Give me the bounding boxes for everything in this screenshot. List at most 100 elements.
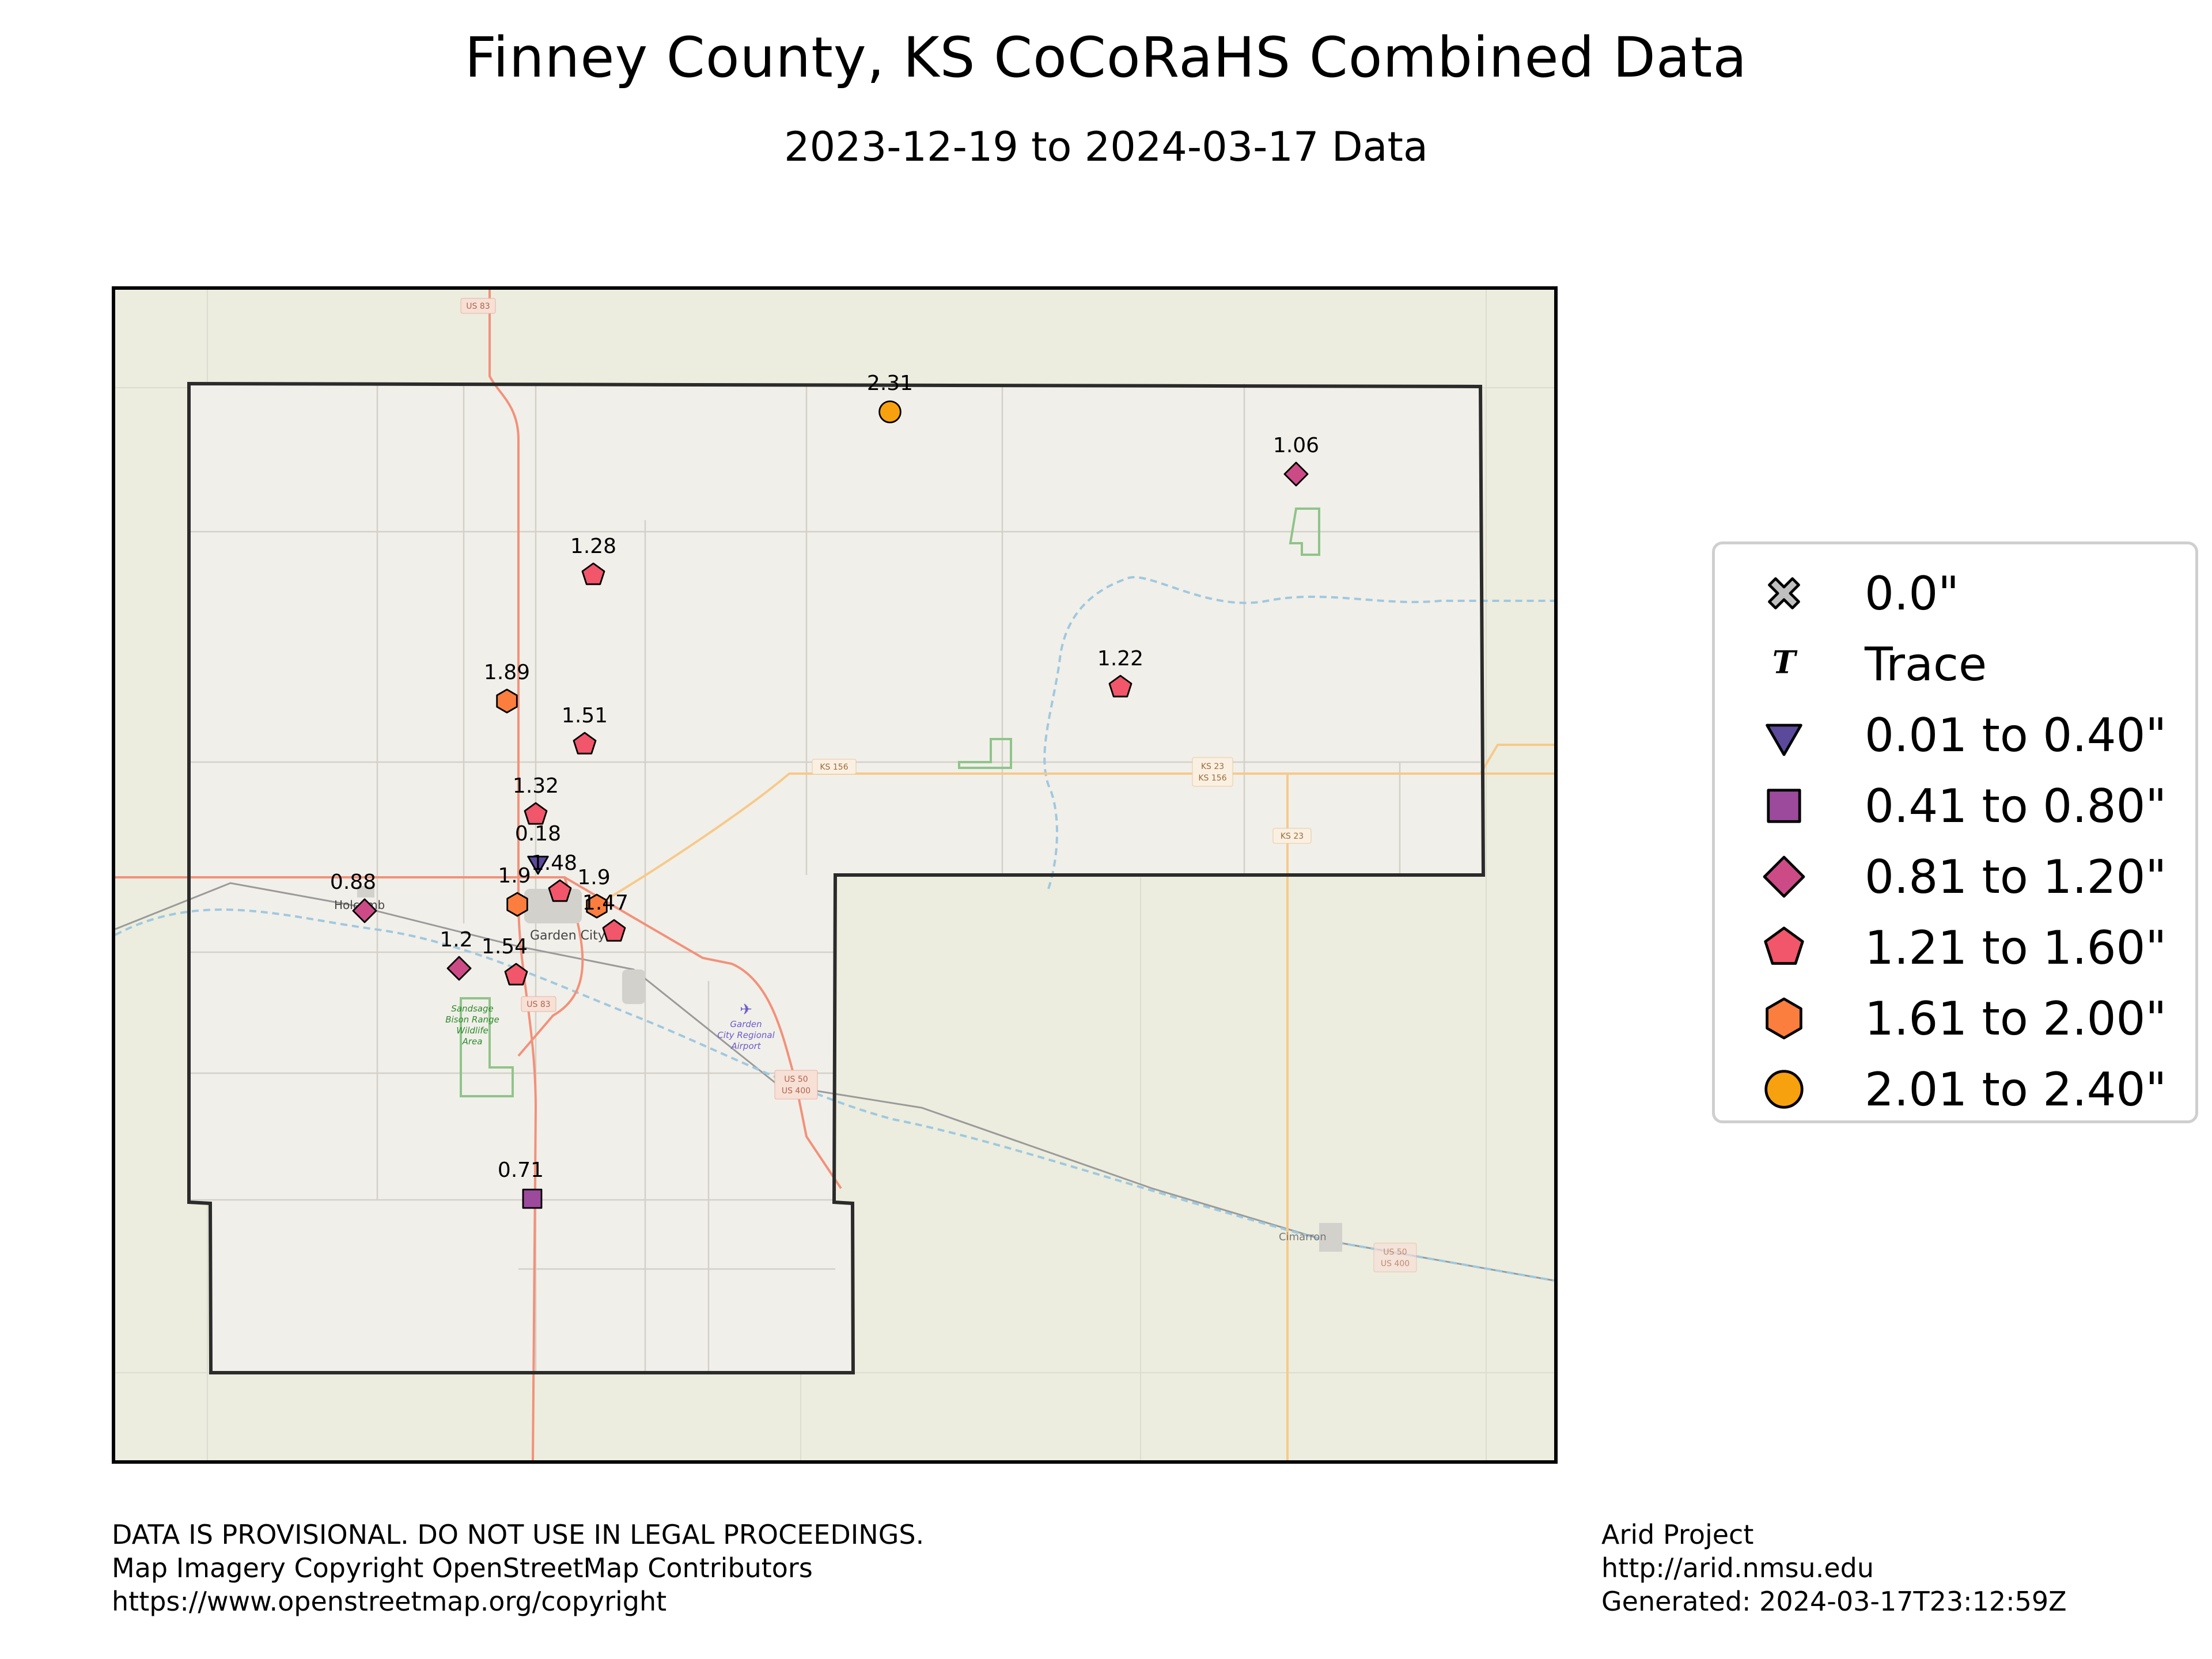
- svg-text:KS 23: KS 23: [1281, 832, 1304, 841]
- legend-item: T Trace: [1715, 627, 2195, 698]
- station-marker-hexagon[interactable]: [506, 892, 528, 917]
- station-value-label: 1.51: [562, 704, 608, 728]
- station-value-label: 2.31: [867, 372, 913, 395]
- svg-text:Sandsage: Sandsage: [451, 1003, 494, 1014]
- station-1[interactable]: 1.06: [1273, 434, 1319, 487]
- county-area: [189, 384, 1483, 1373]
- county-boundary: [187, 381, 1486, 1374]
- legend: 0.0" T Trace 0.01 to 0.40" 0.41 to 0.80" 0.81…: [1712, 541, 2198, 1123]
- highway-shields: US 83 KS 156 KS 23 KS 156 KS 23 US 83 US…: [460, 298, 1417, 1272]
- airport-icon: ✈: [740, 1001, 752, 1018]
- svg-text:US 83: US 83: [527, 1000, 550, 1009]
- copyright-link[interactable]: https://www.openstreetmap.org/copyright: [112, 1586, 667, 1617]
- legend-label: 0.81 to 1.20": [1865, 850, 2167, 904]
- station-8[interactable]: 1.48: [531, 851, 577, 902]
- generated-timestamp: Generated: 2024-03-17T23:12:59Z: [1601, 1586, 2067, 1617]
- legend-label: 0.01 to 0.40": [1865, 709, 2167, 762]
- station-marker-pentagon[interactable]: [504, 963, 528, 986]
- svg-text:City Regional: City Regional: [717, 1030, 775, 1040]
- copyright-text: Map Imagery Copyright OpenStreetMap Cont…: [112, 1552, 813, 1584]
- station-5[interactable]: 1.22: [1097, 647, 1143, 698]
- sandsage-wildlife-label: Sandsage Bison Range Wildlife Area: [445, 1003, 499, 1047]
- station-marker-pentagon[interactable]: [524, 802, 548, 825]
- svg-text:Wildlife: Wildlife: [456, 1025, 488, 1036]
- station-marker-hexagon[interactable]: [496, 688, 518, 714]
- station-4[interactable]: 1.51: [562, 704, 608, 755]
- station-marker-pentagon[interactable]: [548, 879, 572, 902]
- legend-item: 2.01 to 2.40": [1715, 1052, 2195, 1123]
- map-canvas[interactable]: Garden City Holcomb Cimarron Sandsage Bi…: [115, 290, 1554, 1460]
- station-11[interactable]: 1.47: [582, 891, 628, 942]
- legend-triangle-down-icon: [1766, 724, 1802, 756]
- station-marker-diamond[interactable]: [446, 956, 472, 981]
- legend-circle-icon: [1764, 1070, 1804, 1109]
- station-12[interactable]: 0.88: [330, 870, 377, 923]
- station-15[interactable]: 0.71: [498, 1158, 544, 1209]
- station-0[interactable]: 2.31: [867, 372, 913, 423]
- station-7[interactable]: 0.18: [515, 822, 561, 875]
- station-value-label: 1.48: [531, 851, 577, 875]
- svg-text:KS 156: KS 156: [1198, 774, 1226, 783]
- map-subtitle: 2023-12-19 to 2024-03-17 Data: [784, 123, 1428, 171]
- legend-label: Trace: [1865, 638, 1987, 691]
- legend-item: 1.61 to 2.00": [1715, 981, 2195, 1052]
- station-value-label: 1.9: [577, 866, 610, 889]
- map-title: Finney County, KS CoCoRaHS Combined Data: [464, 25, 1748, 90]
- svg-text:US 400: US 400: [782, 1086, 810, 1096]
- station-6[interactable]: 1.32: [513, 774, 559, 825]
- station-value-label: 1.06: [1273, 434, 1319, 457]
- station-markers: 2.311.061.281.891.511.221.320.181.481.9 1…: [330, 372, 1319, 1209]
- station-marker-pentagon[interactable]: [573, 732, 597, 755]
- station-3[interactable]: 1.89: [484, 661, 530, 714]
- svg-text:KS 156: KS 156: [820, 763, 848, 772]
- legend-item: 0.0": [1715, 556, 2195, 627]
- svg-text:US 400: US 400: [1381, 1259, 1410, 1268]
- station-10[interactable]: 1.9: [577, 866, 611, 919]
- station-13[interactable]: 1.2: [440, 928, 473, 981]
- station-14[interactable]: 1.54: [482, 935, 528, 986]
- svg-text:KS 23: KS 23: [1201, 762, 1224, 771]
- legend-item: 1.21 to 1.60": [1715, 910, 2195, 981]
- railway: [115, 882, 1554, 1282]
- station-marker-circle[interactable]: [878, 400, 902, 423]
- station-9[interactable]: 1.9: [498, 864, 531, 917]
- station-value-label: 1.28: [570, 535, 616, 558]
- station-value-label: 1.32: [513, 774, 559, 798]
- svg-text:Bison Range: Bison Range: [445, 1014, 499, 1025]
- airport-label: ✈ Garden City Regional Airport: [717, 1001, 775, 1051]
- legend-label: 1.21 to 1.60": [1865, 921, 2167, 975]
- station-value-label: 0.18: [515, 822, 561, 846]
- svg-text:Area: Area: [462, 1036, 483, 1047]
- legend-label: 0.0": [1865, 567, 1960, 620]
- station-marker-diamond[interactable]: [352, 898, 377, 923]
- station-marker-pentagon[interactable]: [602, 919, 626, 942]
- svg-text:Garden: Garden: [730, 1019, 762, 1029]
- map-frame[interactable]: Garden City Holcomb Cimarron Sandsage Bi…: [112, 286, 1558, 1464]
- station-marker-square[interactable]: [522, 1188, 543, 1209]
- station-value-label: 1.47: [582, 891, 628, 915]
- legend-item: 0.01 to 0.40": [1715, 698, 2195, 768]
- station-marker-diamond[interactable]: [1283, 461, 1309, 487]
- station-marker-triangle-down[interactable]: [527, 855, 549, 875]
- station-value-label: 1.22: [1097, 647, 1143, 671]
- station-2[interactable]: 1.28: [570, 535, 616, 585]
- project-name: Arid Project: [1601, 1519, 1754, 1550]
- legend-x-mark-icon: [1768, 577, 1800, 609]
- arkansas-river: [115, 576, 1554, 1282]
- station-value-label: 1.54: [482, 935, 528, 959]
- legend-label: 0.41 to 0.80": [1865, 779, 2167, 833]
- station-marker-pentagon[interactable]: [581, 562, 605, 585]
- legend-T-icon: T: [1772, 643, 1798, 680]
- project-link[interactable]: http://arid.nmsu.edu: [1601, 1552, 1874, 1584]
- station-marker-hexagon[interactable]: [586, 893, 608, 919]
- legend-pentagon-icon: [1764, 926, 1804, 965]
- station-marker-pentagon[interactable]: [1108, 675, 1132, 698]
- svg-text:US 50: US 50: [784, 1075, 808, 1084]
- station-value-label: 0.88: [330, 870, 376, 894]
- place-label-garden-city: Garden City: [530, 929, 605, 943]
- state-highways: [604, 744, 1554, 1460]
- legend-diamond-icon: [1763, 855, 1805, 898]
- legend-item: 0.41 to 0.80": [1715, 768, 2195, 839]
- station-value-label: 0.71: [498, 1158, 544, 1182]
- svg-text:US 83: US 83: [466, 302, 490, 311]
